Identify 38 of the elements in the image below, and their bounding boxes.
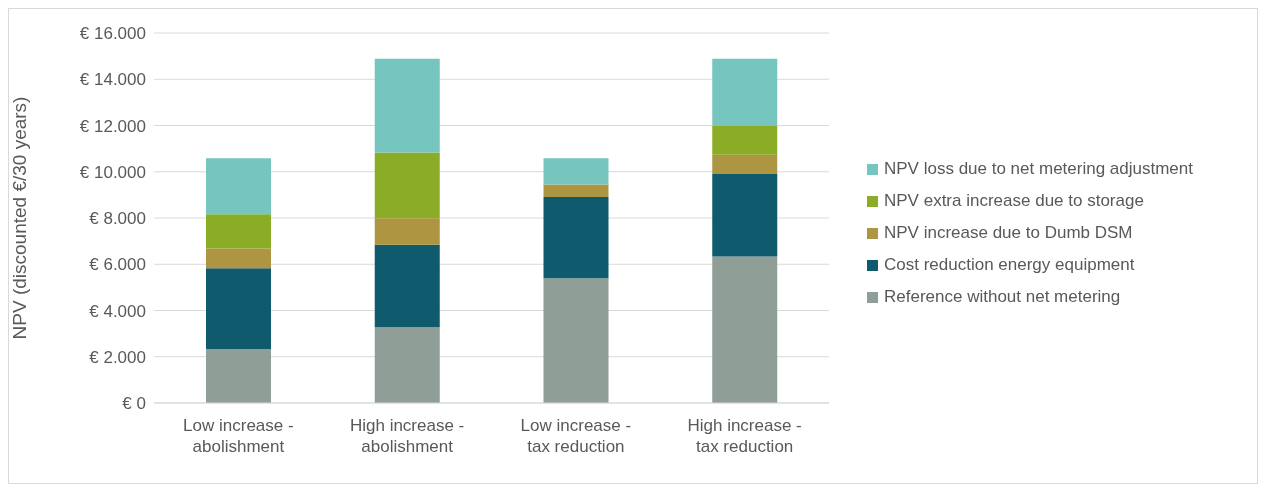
bar	[206, 248, 271, 269]
legend-label: Cost reduction energy equipment	[884, 255, 1135, 275]
x-tick-label: High increase - abolishment	[349, 416, 465, 456]
bar	[712, 256, 778, 403]
bar	[543, 278, 609, 403]
y-tick-label: € 4.000	[89, 301, 146, 321]
legend-label: NPV increase due to Dumb DSM	[884, 223, 1133, 243]
legend-label: NPV extra increase due to storage	[884, 191, 1144, 211]
bar	[206, 214, 271, 249]
bar	[712, 58, 778, 126]
bar	[712, 125, 778, 155]
y-axis-title: NPV (discounted €/30 years)	[8, 96, 30, 340]
legend-label: Reference without net metering	[884, 287, 1121, 307]
x-tick-label: High increase - tax reduction	[687, 416, 802, 456]
y-tick-label: € 8.000	[89, 209, 146, 229]
y-tick-label: € 16.000	[79, 24, 146, 44]
bar	[374, 327, 440, 403]
y-tick-label: € 0	[122, 394, 146, 414]
y-tick-label: € 2.000	[89, 347, 146, 367]
bar	[374, 152, 440, 219]
bar	[712, 174, 778, 257]
y-tick-label: € 6.000	[89, 255, 146, 275]
bar	[206, 158, 271, 215]
bar	[543, 196, 609, 279]
bar	[374, 244, 440, 328]
bar	[206, 268, 271, 350]
bar	[543, 184, 609, 197]
bar	[206, 349, 271, 403]
x-tick-label: Low increase - abolishment	[183, 416, 294, 456]
bar	[543, 158, 609, 185]
bar	[712, 154, 778, 175]
bar	[374, 218, 440, 245]
y-tick-label: € 14.000	[79, 70, 146, 90]
x-tick-label: Low increase - tax reduction	[520, 416, 632, 456]
legend-label: NPV loss due to net metering adjustment	[884, 159, 1193, 179]
y-tick-label: € 12.000	[79, 116, 146, 136]
bar	[374, 58, 440, 153]
y-tick-label: € 10.000	[79, 162, 146, 182]
